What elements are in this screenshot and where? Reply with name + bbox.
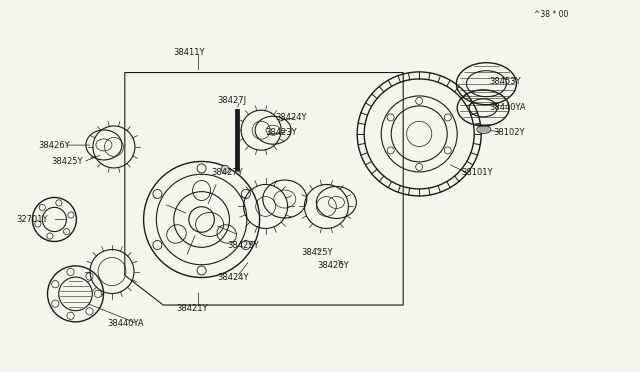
Text: 38424Y: 38424Y xyxy=(218,273,249,282)
Circle shape xyxy=(221,165,229,173)
Text: 38102Y: 38102Y xyxy=(493,128,524,137)
Text: ^38 * 00: ^38 * 00 xyxy=(534,10,569,19)
Text: 38440YA: 38440YA xyxy=(490,103,526,112)
Text: 38423Y: 38423Y xyxy=(266,128,297,137)
Text: 38426Y: 38426Y xyxy=(317,262,348,270)
Text: 38427Y: 38427Y xyxy=(211,169,243,177)
Text: 32701Y: 32701Y xyxy=(16,215,47,224)
Text: 38425Y: 38425Y xyxy=(301,248,332,257)
Ellipse shape xyxy=(477,125,491,134)
Text: 38424Y: 38424Y xyxy=(275,113,307,122)
Text: 38440YA: 38440YA xyxy=(108,319,144,328)
Text: 38427J: 38427J xyxy=(218,96,247,105)
Text: 38421Y: 38421Y xyxy=(176,304,207,313)
Text: 38453Y: 38453Y xyxy=(490,77,521,86)
Text: 38411Y: 38411Y xyxy=(173,48,204,57)
Text: 38425Y: 38425Y xyxy=(51,157,83,166)
Text: 38101Y: 38101Y xyxy=(461,169,492,177)
Text: 38423Y: 38423Y xyxy=(227,241,259,250)
Text: 38426Y: 38426Y xyxy=(38,141,70,150)
